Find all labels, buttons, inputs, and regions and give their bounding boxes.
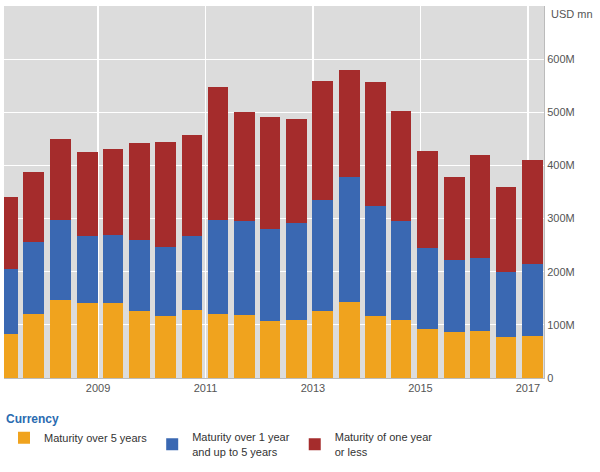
svg-text:Maturity over 1 yearand up to: Maturity over 1 yearand up to 5 years bbox=[192, 431, 290, 457]
svg-text:Maturity of one yearor less: Maturity of one yearor less bbox=[335, 431, 433, 457]
svg-text:100M: 100M bbox=[547, 319, 575, 331]
svg-text:200M: 200M bbox=[547, 266, 575, 278]
svg-text:Currency: Currency bbox=[6, 412, 59, 426]
svg-text:2011: 2011 bbox=[194, 382, 218, 394]
svg-text:500M: 500M bbox=[547, 106, 575, 118]
svg-text:400M: 400M bbox=[547, 159, 575, 171]
svg-text:2013: 2013 bbox=[301, 382, 325, 394]
svg-text:Maturity over 5 years: Maturity over 5 years bbox=[44, 432, 147, 444]
svg-text:USD mn: USD mn bbox=[551, 8, 593, 20]
svg-text:2017: 2017 bbox=[516, 382, 540, 394]
svg-text:2015: 2015 bbox=[408, 382, 432, 394]
svg-text:300M: 300M bbox=[547, 212, 575, 224]
svg-text:600M: 600M bbox=[547, 53, 575, 65]
svg-text:0: 0 bbox=[547, 372, 553, 384]
svg-text:2009: 2009 bbox=[86, 382, 110, 394]
